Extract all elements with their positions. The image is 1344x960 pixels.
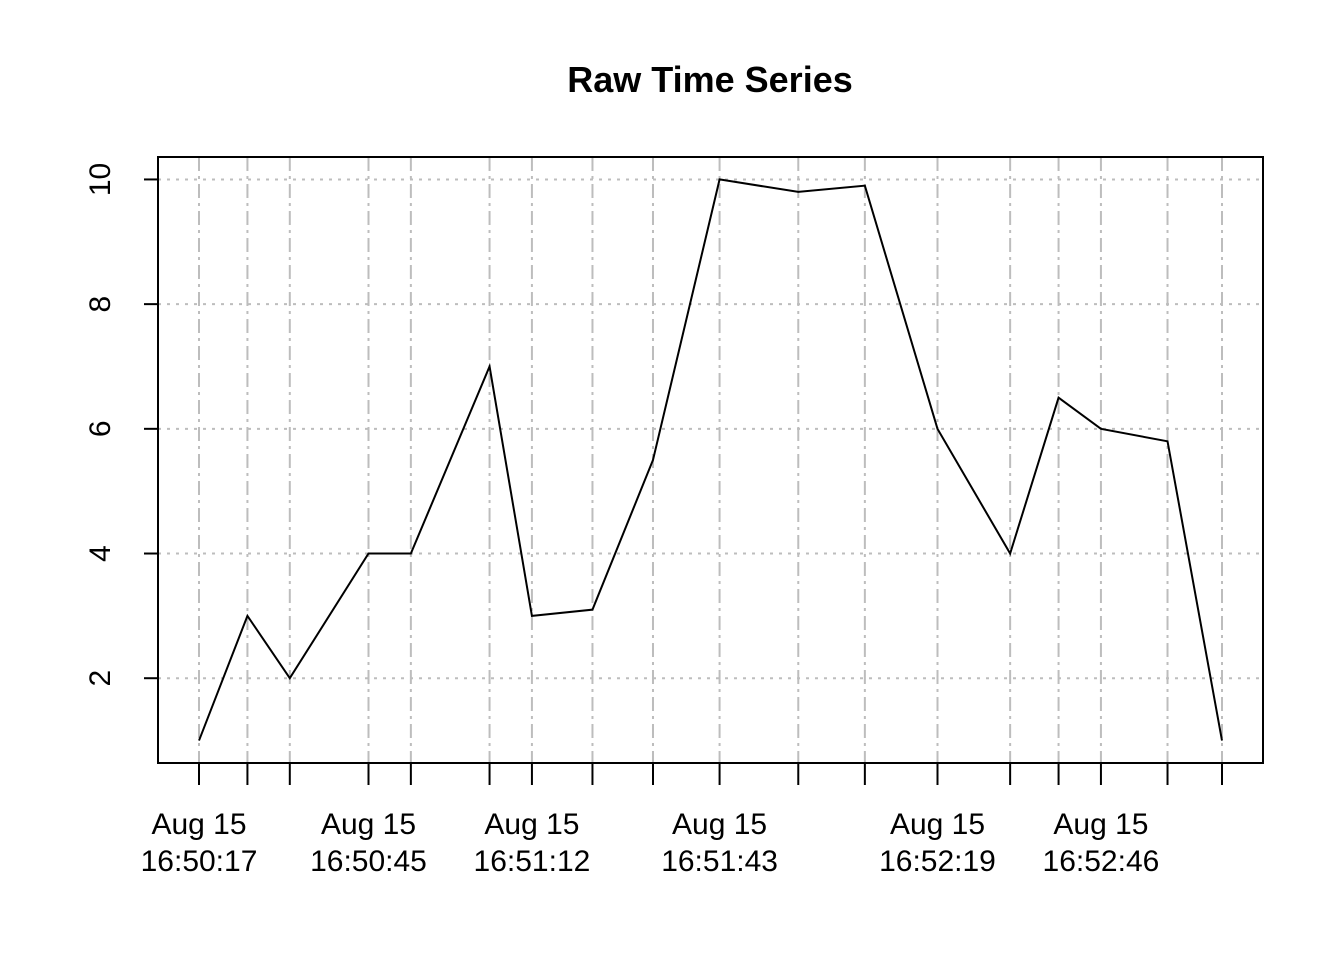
- x-tick-label-time: 16:50:45: [310, 845, 427, 878]
- x-tick-label-date: Aug 15: [890, 808, 985, 841]
- x-tick-label-time: 16:51:43: [661, 845, 778, 878]
- x-tick-label: Aug 15 16:51:43: [661, 808, 778, 878]
- series-layer: [198, 178, 1223, 741]
- x-tick-label: Aug 15 16:50:45: [310, 808, 427, 878]
- x-tick-label: Aug 15 16:52:46: [1043, 808, 1160, 878]
- x-tick-label-date: Aug 15: [321, 808, 416, 841]
- x-tick-label-date: Aug 15: [484, 808, 579, 841]
- plot-frame: [157, 156, 1264, 764]
- x-tick-label-date: Aug 15: [672, 808, 767, 841]
- x-tick-label: Aug 15 16:52:19: [879, 808, 996, 878]
- x-tick-label: Aug 15 16:51:12: [474, 808, 591, 878]
- y-tick-label: 8: [84, 296, 117, 313]
- x-tick-label-time: 16:51:12: [474, 845, 591, 878]
- y-tick-label: 4: [84, 545, 117, 562]
- x-tick-label-time: 16:52:19: [879, 845, 996, 878]
- y-tick-label: 2: [84, 670, 117, 687]
- gridlines: [158, 157, 1263, 763]
- x-tick-label-date: Aug 15: [151, 808, 246, 841]
- x-tick-label-time: 16:52:46: [1043, 845, 1160, 878]
- y-tick-label: 6: [84, 420, 117, 437]
- y-tick-label: 10: [84, 163, 117, 196]
- x-tick-label: Aug 15 16:50:17: [141, 808, 258, 878]
- x-tick-label-time: 16:50:17: [141, 845, 258, 878]
- x-tick-label-date: Aug 15: [1053, 808, 1148, 841]
- series-line: [198, 178, 1223, 741]
- chart-title: Raw Time Series: [567, 59, 853, 100]
